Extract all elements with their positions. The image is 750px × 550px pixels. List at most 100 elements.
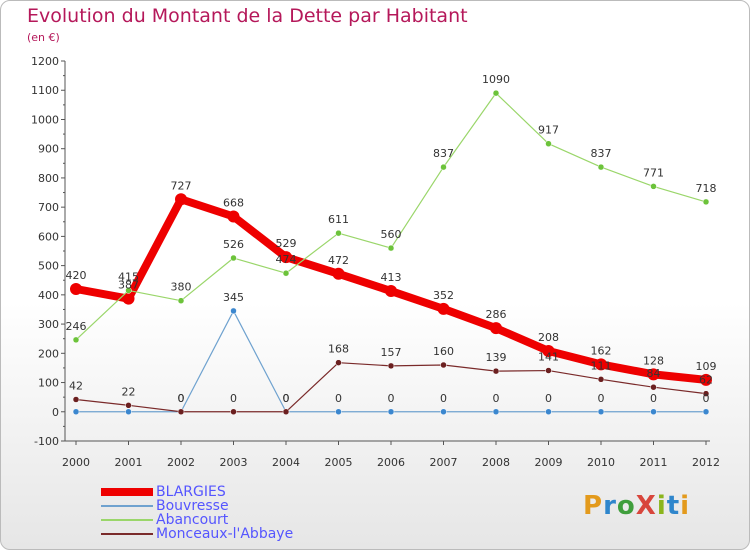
data-label: 0 xyxy=(703,392,710,405)
data-label: 162 xyxy=(591,344,612,357)
data-point xyxy=(650,183,657,190)
data-label: 208 xyxy=(538,331,559,344)
legend-label: Bouvresse xyxy=(156,498,229,514)
chart-subtitle: (en €) xyxy=(27,31,60,44)
data-label: 727 xyxy=(171,179,192,192)
data-point xyxy=(72,408,80,416)
legend-swatch xyxy=(101,488,153,496)
data-point xyxy=(230,254,237,262)
y-tick-label: -100 xyxy=(34,435,59,448)
data-point xyxy=(387,244,395,252)
legend-swatch xyxy=(101,505,153,507)
data-label: 0 xyxy=(283,392,290,405)
data-label: 718 xyxy=(696,182,717,195)
data-label: 0 xyxy=(493,392,500,405)
data-point xyxy=(490,322,502,335)
data-point xyxy=(702,408,710,416)
x-tick-label: 2001 xyxy=(115,456,143,469)
data-label: 0 xyxy=(230,392,237,405)
logo-letter: P xyxy=(583,491,604,521)
data-label: 0 xyxy=(598,392,605,405)
data-point xyxy=(545,408,552,416)
data-label: 560 xyxy=(381,228,402,241)
data-point xyxy=(650,383,657,391)
data-point xyxy=(230,307,237,315)
y-tick-label: 200 xyxy=(38,347,59,360)
data-label: 474 xyxy=(276,253,297,266)
x-tick-label: 2002 xyxy=(167,456,195,469)
data-point xyxy=(440,163,447,171)
y-tick-label: 800 xyxy=(38,172,59,185)
data-point xyxy=(597,163,605,171)
data-label: 387 xyxy=(118,279,139,292)
data-point xyxy=(282,269,290,277)
data-label: 246 xyxy=(66,320,87,333)
logo-letter: i xyxy=(680,491,691,521)
legend-swatch xyxy=(101,519,153,521)
x-tick-label: 2009 xyxy=(535,456,563,469)
data-point xyxy=(125,287,132,294)
legend-swatch xyxy=(101,533,153,535)
data-point xyxy=(595,358,607,371)
logo-letter: t xyxy=(666,491,681,521)
y-tick-label: 600 xyxy=(38,230,59,243)
data-point xyxy=(175,193,187,206)
data-label: 420 xyxy=(66,269,87,282)
legend-label: Abancourt xyxy=(156,512,229,528)
data-label: 837 xyxy=(433,147,454,160)
data-label: 0 xyxy=(650,392,657,405)
data-point xyxy=(385,285,397,298)
y-tick-label: 1000 xyxy=(31,113,59,126)
data-point xyxy=(177,297,185,304)
data-label: 0 xyxy=(283,392,290,405)
data-point xyxy=(125,402,132,409)
data-point xyxy=(650,408,657,416)
data-point xyxy=(545,367,552,374)
data-point xyxy=(280,251,292,264)
data-label: 128 xyxy=(643,354,664,367)
data-label: 42 xyxy=(69,379,83,392)
data-point xyxy=(335,359,342,366)
data-point xyxy=(492,89,500,97)
data-label: 380 xyxy=(171,281,192,294)
data-point xyxy=(492,408,500,416)
data-point xyxy=(597,408,605,416)
x-tick-label: 2006 xyxy=(377,456,405,469)
data-point xyxy=(387,408,395,416)
data-label: 0 xyxy=(335,392,342,405)
data-label: 141 xyxy=(538,351,559,364)
x-tick-label: 2005 xyxy=(325,456,353,469)
x-tick-label: 2008 xyxy=(482,456,510,469)
data-label: 286 xyxy=(486,308,507,321)
data-label: 0 xyxy=(440,392,447,405)
data-label: 109 xyxy=(696,360,717,373)
data-label: 771 xyxy=(643,166,664,179)
data-point xyxy=(702,390,710,397)
data-point xyxy=(700,373,712,386)
x-tick-label: 2011 xyxy=(640,456,668,469)
data-label: 157 xyxy=(381,346,402,359)
data-label: 413 xyxy=(381,271,402,284)
x-tick-label: 2003 xyxy=(220,456,248,469)
data-label: 611 xyxy=(328,213,349,226)
logo-letter: o xyxy=(616,491,636,521)
data-point xyxy=(545,140,552,147)
y-tick-label: 300 xyxy=(38,318,59,331)
data-label: 345 xyxy=(223,291,244,304)
data-label: 168 xyxy=(328,343,349,356)
chart-title: Evolution du Montant de la Dette par Hab… xyxy=(27,5,468,27)
data-point xyxy=(72,336,80,344)
data-point xyxy=(70,283,82,295)
logo-letter: i xyxy=(656,491,667,521)
data-point xyxy=(542,344,555,357)
data-label: 111 xyxy=(591,359,612,372)
data-point xyxy=(702,198,710,206)
data-label: 0 xyxy=(178,392,185,405)
data-label: 22 xyxy=(122,385,136,398)
data-label: 84 xyxy=(647,367,661,380)
legend-label: BLARGIES xyxy=(156,484,226,500)
data-label: 1090 xyxy=(482,73,510,86)
y-tick-label: 400 xyxy=(38,289,59,302)
data-point xyxy=(597,376,605,383)
data-point xyxy=(440,361,447,369)
